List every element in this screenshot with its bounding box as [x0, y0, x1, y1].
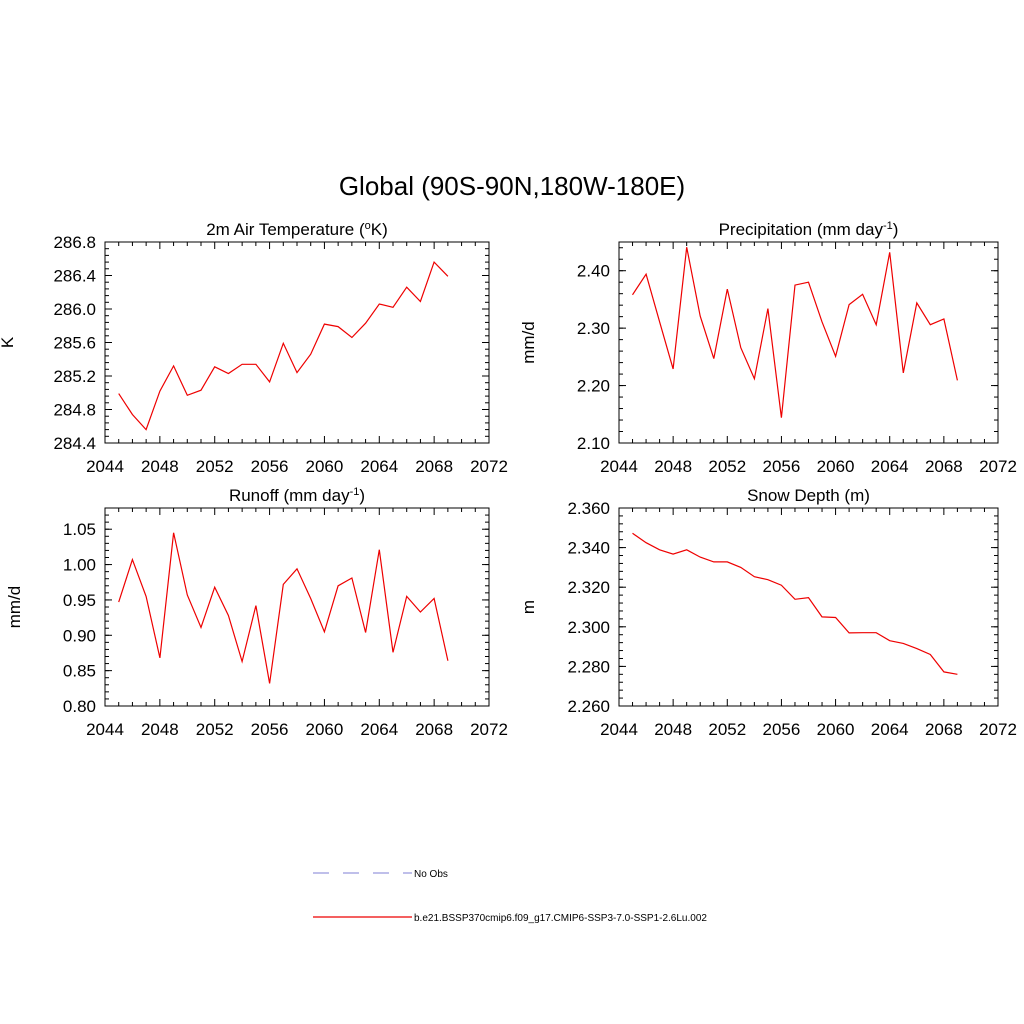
- chart-panel-4: Snow Depth (m) m 2044 2048 2052 2056 2060 2064 2…: [519, 486, 1017, 739]
- legend: No Obs b.e21.BSSP370cmip6.f09_g17.CMIP6-S…: [313, 869, 707, 924]
- x-tick-label: 2064: [871, 720, 909, 739]
- x-tick-label: 2052: [708, 457, 746, 476]
- x-tick-label: 2048: [141, 720, 179, 739]
- plot-frame: [104, 507, 490, 707]
- chart-panel-3: Runoff (mm day-1) mm/d 2044 2048 2052 2056 206…: [5, 486, 508, 739]
- y-tick-label: 286.0: [53, 300, 96, 319]
- y-tick-label: 1.05: [63, 520, 96, 539]
- series-line: [118, 260, 449, 431]
- x-tick-label: 2072: [979, 457, 1017, 476]
- x-tick-label: 2068: [925, 457, 963, 476]
- y-axis-label: m: [519, 600, 538, 614]
- panel-title: Snow Depth (m): [747, 486, 870, 505]
- x-tick-label: 2060: [306, 457, 344, 476]
- x-tick-label: 2064: [871, 457, 909, 476]
- y-tick-label: 2.20: [577, 377, 610, 396]
- x-tick-label: 2044: [600, 720, 638, 739]
- panel-title: Runoff (mm day-1): [229, 486, 365, 505]
- y-tick-label: 2.40: [577, 262, 610, 281]
- y-axis-label: K: [0, 336, 17, 348]
- x-tick-label: 2056: [763, 457, 801, 476]
- x-tick-label: 2048: [141, 457, 179, 476]
- series-line: [631, 247, 958, 418]
- x-tick-label: 2048: [654, 457, 692, 476]
- y-tick-label: 2.280: [567, 657, 610, 676]
- y-tick-label: 2.10: [577, 434, 610, 453]
- x-tick-label: 2056: [251, 457, 289, 476]
- x-tick-label: 2056: [251, 720, 289, 739]
- figure-title: Global (90S-90N,180W-180E): [339, 171, 685, 201]
- y-tick-label: 2.360: [567, 499, 610, 518]
- y-tick-label: 2.300: [567, 618, 610, 637]
- y-tick-label: 284.8: [53, 401, 96, 420]
- y-tick-label: 2.340: [567, 539, 610, 558]
- y-tick-label: 2.30: [577, 319, 610, 338]
- y-tick-label: 286.4: [53, 267, 96, 286]
- chart-panel-2: Precipitation (mm day-1) mm/d 2044 2048 2052…: [519, 220, 1017, 476]
- y-tick-label: 0.95: [63, 591, 96, 610]
- x-tick-label: 2044: [600, 457, 638, 476]
- legend-label-1: No Obs: [414, 869, 448, 880]
- plot-frame: [618, 507, 999, 707]
- x-tick-label: 2060: [817, 457, 855, 476]
- x-tick-label: 2060: [306, 720, 344, 739]
- y-tick-label: 286.8: [53, 233, 96, 252]
- x-tick-label: 2072: [979, 720, 1017, 739]
- y-axis-label: mm/d: [519, 321, 538, 364]
- x-tick-label: 2060: [817, 720, 855, 739]
- y-tick-label: 2.320: [567, 578, 610, 597]
- x-tick-label: 2044: [86, 457, 124, 476]
- panel-title: Precipitation (mm day-1): [719, 220, 899, 239]
- x-tick-label: 2052: [196, 720, 234, 739]
- chart-panel-1: 2m Air Temperature (oK) K 2044 2048 2052 2056…: [0, 220, 508, 476]
- plot-frame: [104, 241, 490, 444]
- y-tick-label: 284.4: [53, 434, 96, 453]
- x-tick-label: 2072: [470, 720, 508, 739]
- series-line: [632, 532, 958, 675]
- x-tick-label: 2068: [415, 720, 453, 739]
- legend-label-2: b.e21.BSSP370cmip6.f09_g17.CMIP6-SSP3-7.…: [414, 913, 707, 924]
- x-tick-label: 2044: [86, 720, 124, 739]
- panel-title: 2m Air Temperature (oK): [206, 220, 388, 239]
- x-tick-label: 2068: [415, 457, 453, 476]
- x-tick-label: 2068: [925, 720, 963, 739]
- series-line: [118, 532, 449, 684]
- x-tick-label: 2052: [708, 720, 746, 739]
- x-tick-label: 2056: [763, 720, 801, 739]
- y-tick-label: 285.6: [53, 334, 96, 353]
- x-tick-label: 2064: [360, 457, 398, 476]
- x-tick-label: 2072: [470, 457, 508, 476]
- panels: 2m Air Temperature (oK) K 2044 2048 2052 2056…: [0, 220, 1017, 739]
- x-tick-label: 2052: [196, 457, 234, 476]
- y-tick-label: 285.2: [53, 367, 96, 386]
- y-tick-label: 0.90: [63, 626, 96, 645]
- y-tick-label: 2.260: [567, 697, 610, 716]
- y-tick-label: 0.85: [63, 662, 96, 681]
- y-axis-label: mm/d: [5, 586, 24, 629]
- y-tick-label: 1.00: [63, 556, 96, 575]
- y-tick-label: 0.80: [63, 697, 96, 716]
- x-tick-label: 2064: [360, 720, 398, 739]
- x-tick-label: 2048: [654, 720, 692, 739]
